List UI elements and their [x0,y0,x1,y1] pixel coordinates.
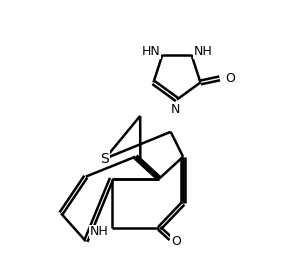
Text: NH: NH [90,225,108,238]
Text: O: O [171,235,181,248]
Text: HN: HN [141,45,160,58]
Text: NH: NH [194,45,213,58]
Text: S: S [101,152,109,166]
Text: N: N [171,103,180,116]
Text: O: O [226,72,236,85]
